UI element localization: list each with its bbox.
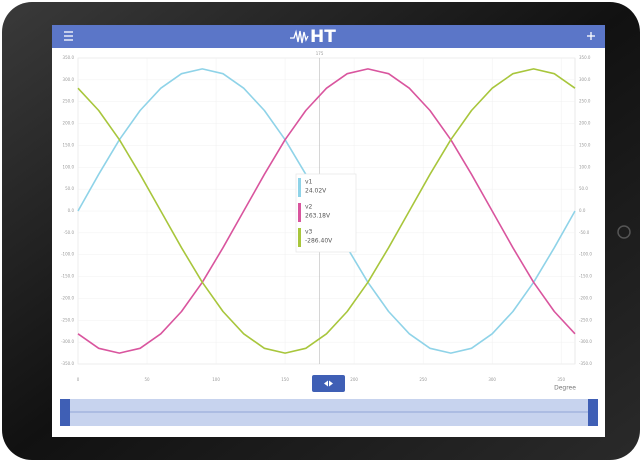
y-tick-label: 350.0 bbox=[63, 55, 75, 60]
y-tick-label: 0.0 bbox=[68, 208, 75, 213]
readout-swatch bbox=[298, 228, 301, 247]
y-tick-label: -50.0 bbox=[64, 230, 75, 235]
readout-swatch bbox=[298, 178, 301, 197]
header-bar bbox=[52, 25, 605, 48]
x-tick-label: 50 bbox=[144, 377, 150, 382]
y-tick-label: -100.0 bbox=[61, 252, 74, 257]
readout-value: -286.40V bbox=[305, 238, 333, 245]
y2-tick-label: 150.0 bbox=[579, 142, 591, 147]
add-button[interactable] bbox=[587, 32, 595, 40]
y2-tick-label: -100.0 bbox=[579, 252, 592, 257]
y-tick-label: 250.0 bbox=[63, 99, 75, 104]
legend-entry: v3 bbox=[305, 229, 313, 236]
y2-tick-label: 200.0 bbox=[579, 121, 591, 126]
readout-value: 263.18V bbox=[305, 213, 331, 220]
legend-entry: v1 bbox=[305, 179, 313, 186]
x-tick-label: 350 bbox=[557, 377, 565, 382]
y2-tick-label: 50.0 bbox=[579, 186, 588, 191]
x-axis-label: Degree bbox=[554, 385, 576, 392]
y-tick-label: -200.0 bbox=[61, 295, 74, 300]
logo-wave bbox=[290, 29, 309, 44]
y-tick-label: 300.0 bbox=[63, 77, 75, 82]
y-tick-label: 200.0 bbox=[63, 121, 75, 126]
menu-icon[interactable] bbox=[64, 31, 73, 41]
y2-tick-label: 100.0 bbox=[579, 164, 591, 169]
chart: -350.0 -350.0 -300.0 -300.0 -250.0 -250.0 -200… bbox=[61, 51, 592, 392]
y2-tick-label: 250.0 bbox=[579, 99, 591, 104]
x-tick-label: 300 bbox=[488, 377, 496, 382]
y2-tick-label: -300.0 bbox=[579, 339, 592, 344]
navigator-handle-left[interactable] bbox=[60, 399, 70, 426]
y2-tick-label: 300.0 bbox=[579, 77, 591, 82]
y2-tick-label: -50.0 bbox=[579, 230, 590, 235]
y-tick-label: -150.0 bbox=[61, 274, 74, 279]
cursor-label: 175 bbox=[316, 51, 324, 56]
x-tick-label: 250 bbox=[419, 377, 427, 382]
scroll-arrows bbox=[324, 380, 333, 387]
scroll-button[interactable] bbox=[312, 375, 345, 392]
y2-tick-label: 350.0 bbox=[579, 55, 591, 60]
y2-tick-label: -250.0 bbox=[579, 317, 592, 322]
navigator[interactable] bbox=[60, 399, 598, 426]
x-tick-label: 150 bbox=[281, 377, 289, 382]
y-tick-label: 50.0 bbox=[65, 186, 74, 191]
y-tick-label: -300.0 bbox=[61, 339, 74, 344]
readout-value: 24.02V bbox=[305, 188, 327, 195]
y-tick-label: -250.0 bbox=[61, 317, 74, 322]
y2-tick-label: -150.0 bbox=[579, 274, 592, 279]
series-line bbox=[77, 68, 576, 354]
legend-entry: v2 bbox=[305, 204, 313, 211]
readout-box bbox=[295, 173, 357, 253]
y2-tick-label: -200.0 bbox=[579, 295, 592, 300]
y-tick-label: 150.0 bbox=[63, 142, 75, 147]
navigator-handle-right[interactable] bbox=[588, 399, 598, 426]
logo: HT bbox=[310, 27, 336, 47]
y-tick-label: -350.0 bbox=[61, 361, 74, 366]
readout-swatch bbox=[298, 203, 301, 222]
y-tick-label: 100.0 bbox=[63, 164, 75, 169]
y2-tick-label: 0.0 bbox=[579, 208, 586, 213]
x-tick-label: 0 bbox=[77, 377, 80, 382]
home-button[interactable] bbox=[617, 225, 631, 239]
x-tick-label: 200 bbox=[350, 377, 358, 382]
x-tick-label: 100 bbox=[212, 377, 220, 382]
series-line bbox=[77, 68, 576, 354]
y2-tick-label: -350.0 bbox=[579, 361, 592, 366]
